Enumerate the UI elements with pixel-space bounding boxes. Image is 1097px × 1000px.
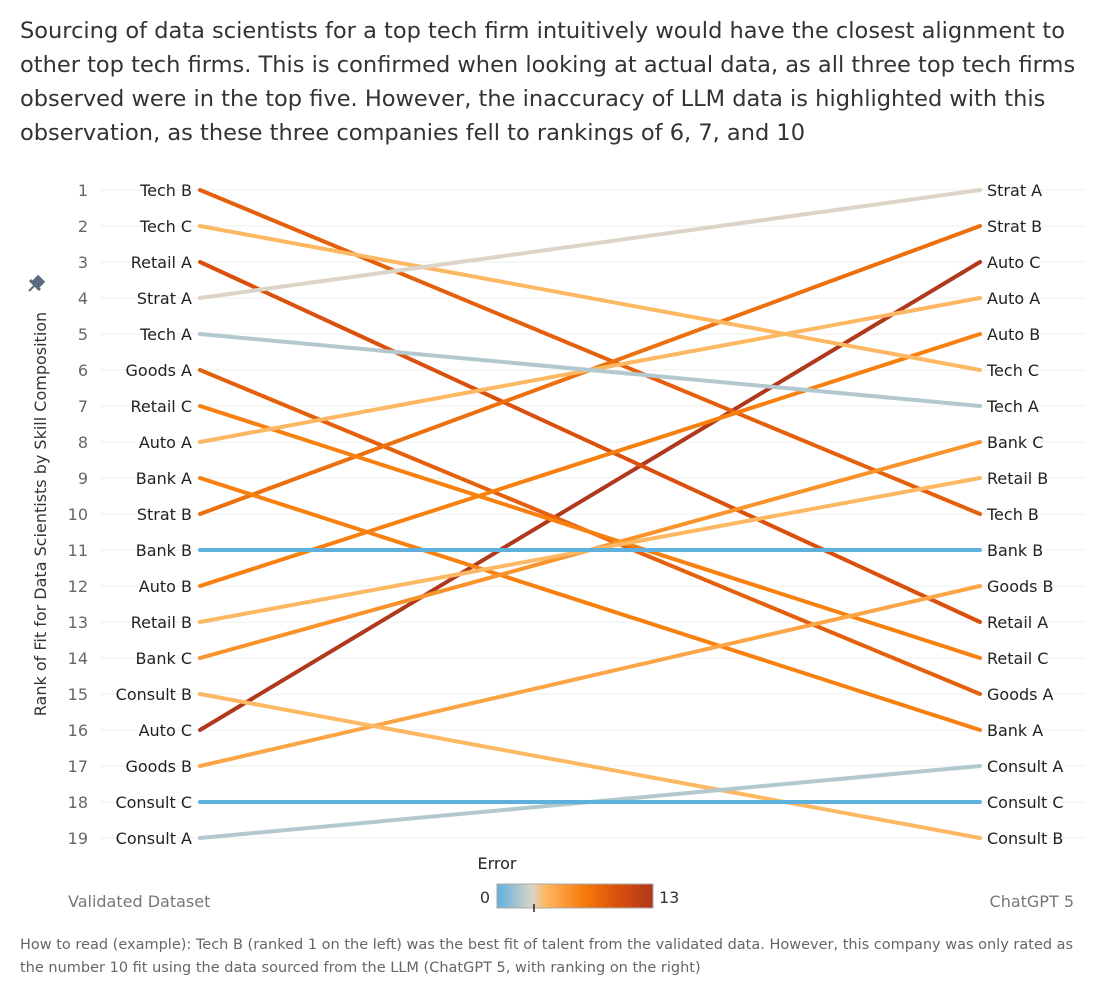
left-label: Consult C [115, 793, 192, 812]
left-label: Tech C [139, 217, 192, 236]
y-tick-label: 15 [68, 685, 88, 704]
left-axis-label: Validated Dataset [68, 892, 210, 911]
series-line-auto-b[interactable] [198, 332, 982, 588]
chart-title: Sourcing of data scientists for a top te… [20, 18, 1076, 146]
y-tick-label: 7 [78, 397, 88, 416]
right-axis-label: ChatGPT 5 [990, 892, 1074, 911]
left-label: Retail C [131, 397, 192, 416]
legend-max: 13 [659, 888, 679, 907]
left-label: Goods A [126, 361, 193, 380]
y-tick-label: 6 [78, 361, 88, 380]
y-tick-label: 13 [68, 613, 88, 632]
pin-icon[interactable] [24, 273, 47, 296]
y-tick-label: 12 [68, 577, 88, 596]
right-label: Strat A [987, 181, 1042, 200]
right-label: Auto C [987, 253, 1040, 272]
series-line-retail-a[interactable] [198, 260, 982, 624]
right-label: Retail C [987, 649, 1048, 668]
legend-min: 0 [480, 888, 490, 907]
left-label: Bank A [136, 469, 192, 488]
y-axis-label: Rank of Fit for Data Scientists by Skill… [31, 312, 50, 716]
y-tick-label: 19 [68, 829, 88, 848]
y-tick-label: 4 [78, 289, 88, 308]
left-label: Bank C [136, 649, 192, 668]
series-line-goods-b[interactable] [198, 584, 982, 768]
right-label: Retail A [987, 613, 1048, 632]
left-label: Retail A [131, 253, 192, 272]
right-label: Retail B [987, 469, 1048, 488]
left-label: Bank B [136, 541, 192, 560]
right-label: Consult A [987, 757, 1063, 776]
left-label: Auto C [139, 721, 192, 740]
left-label: Tech A [139, 325, 192, 344]
right-label: Bank C [987, 433, 1043, 452]
y-tick-label: 5 [78, 325, 88, 344]
right-label: Consult B [987, 829, 1063, 848]
left-label: Strat A [137, 289, 192, 308]
right-label: Auto B [987, 325, 1040, 344]
left-label: Tech B [139, 181, 192, 200]
right-label: Strat B [987, 217, 1042, 236]
y-tick-label: 10 [68, 505, 88, 524]
y-tick-label: 1 [78, 181, 88, 200]
right-label: Goods B [987, 577, 1054, 596]
series-line-strat-a[interactable] [198, 188, 982, 300]
footnote: How to read (example): Tech B (ranked 1 … [20, 937, 1074, 976]
right-label: Bank A [987, 721, 1043, 740]
y-tick-label: 9 [78, 469, 88, 488]
right-label: Goods A [987, 685, 1054, 704]
right-label: Tech A [986, 397, 1039, 416]
series-line-tech-b[interactable] [198, 188, 982, 516]
y-tick-label: 11 [68, 541, 88, 560]
left-label: Goods B [125, 757, 192, 776]
y-tick-label: 16 [68, 721, 88, 740]
y-tick-label: 8 [78, 433, 88, 452]
left-label: Strat B [137, 505, 192, 524]
left-label: Retail B [131, 613, 192, 632]
legend-title: Error [478, 854, 517, 873]
right-label: Bank B [987, 541, 1043, 560]
y-tick-label: 18 [68, 793, 88, 812]
y-tick-label: 14 [68, 649, 88, 668]
left-label: Auto B [139, 577, 192, 596]
series-line-tech-a[interactable] [198, 332, 982, 408]
left-label: Consult A [116, 829, 192, 848]
right-label: Tech B [986, 505, 1039, 524]
series-line-consult-b[interactable] [198, 692, 982, 840]
left-label: Auto A [139, 433, 192, 452]
series-line-tech-c[interactable] [198, 224, 982, 372]
series-line-bank-a[interactable] [198, 476, 982, 732]
legend-color-bar [496, 883, 654, 909]
right-label: Auto A [987, 289, 1040, 308]
y-tick-label: 2 [78, 217, 88, 236]
series-line-auto-c[interactable] [198, 260, 982, 732]
left-label: Consult B [116, 685, 192, 704]
y-tick-label: 17 [68, 757, 88, 776]
right-label: Tech C [986, 361, 1039, 380]
right-label: Consult C [987, 793, 1064, 812]
y-tick-label: 3 [78, 253, 88, 272]
